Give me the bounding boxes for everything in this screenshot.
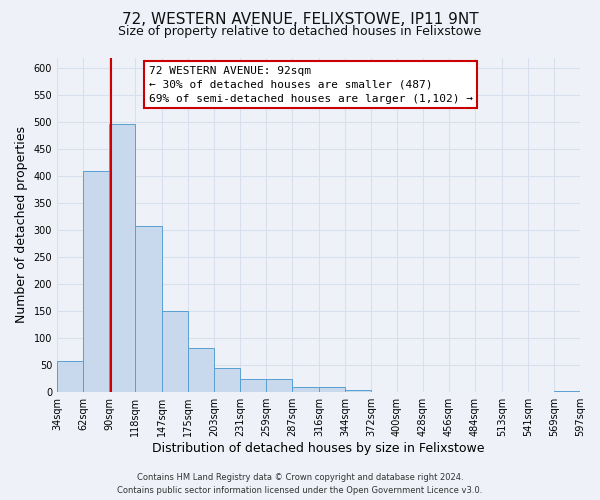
Bar <box>57 362 83 392</box>
Bar <box>109 124 135 392</box>
Bar <box>240 378 266 392</box>
Bar <box>292 387 319 392</box>
Text: Size of property relative to detached houses in Felixstowe: Size of property relative to detached ho… <box>118 25 482 38</box>
Bar <box>214 368 240 392</box>
Bar <box>554 390 580 392</box>
Bar <box>135 226 162 392</box>
Bar <box>188 348 214 392</box>
Bar <box>345 390 371 392</box>
Bar <box>83 171 109 392</box>
Text: 72 WESTERN AVENUE: 92sqm
← 30% of detached houses are smaller (487)
69% of semi-: 72 WESTERN AVENUE: 92sqm ← 30% of detach… <box>149 66 473 104</box>
Text: 72, WESTERN AVENUE, FELIXSTOWE, IP11 9NT: 72, WESTERN AVENUE, FELIXSTOWE, IP11 9NT <box>122 12 478 28</box>
Bar <box>162 311 188 392</box>
Bar <box>266 378 292 392</box>
Bar <box>319 387 345 392</box>
Text: Contains HM Land Registry data © Crown copyright and database right 2024.
Contai: Contains HM Land Registry data © Crown c… <box>118 474 482 495</box>
X-axis label: Distribution of detached houses by size in Felixstowe: Distribution of detached houses by size … <box>152 442 485 455</box>
Y-axis label: Number of detached properties: Number of detached properties <box>15 126 28 324</box>
